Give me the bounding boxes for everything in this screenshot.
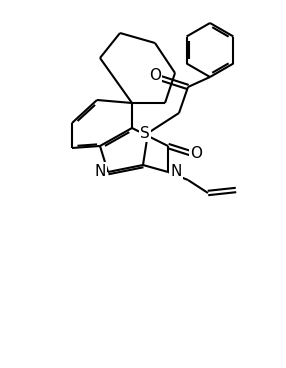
Text: S: S	[140, 125, 150, 141]
Text: O: O	[149, 67, 161, 82]
Text: N: N	[94, 163, 106, 178]
Text: N: N	[170, 163, 182, 178]
Text: O: O	[190, 145, 202, 160]
